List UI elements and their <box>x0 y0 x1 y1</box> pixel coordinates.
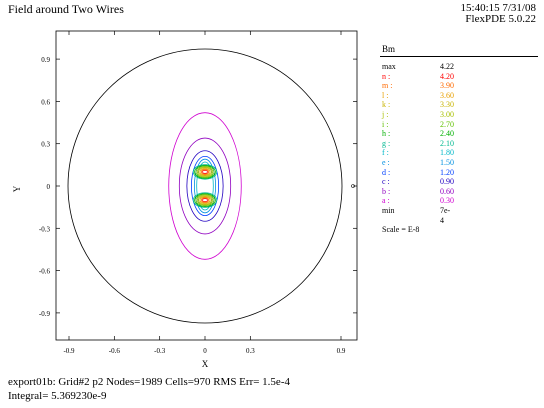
y-tick-label: 0.3 <box>41 141 50 149</box>
legend-value: 0.90 <box>440 177 454 187</box>
legend-value: 0.60 <box>440 186 454 196</box>
grid-stats: export01b: Grid#2 p2 Nodes=1989 Cells=97… <box>8 376 290 388</box>
legend-value: 1.80 <box>440 148 454 158</box>
x-tick-label: 0 <box>203 347 207 355</box>
plot-title: Field around Two Wires <box>8 2 124 16</box>
legend-min: min 7e-4 <box>382 206 450 225</box>
contour-ring <box>192 192 218 208</box>
contour-ring <box>196 194 214 206</box>
legend-value: 2.40 <box>440 129 454 139</box>
legend-level: g : 2.10 <box>382 138 454 149</box>
y-tick-label: 0 <box>47 183 51 191</box>
contour-ring <box>198 195 212 205</box>
contour-ring <box>200 169 210 175</box>
legend-value: 7e-4 <box>440 206 451 225</box>
y-tick-label: -0.9 <box>39 310 51 318</box>
legend-value: 3.00 <box>440 110 454 119</box>
legend-level: l : 3.60 <box>382 90 454 101</box>
legend-label: l : <box>382 90 389 100</box>
contour-line <box>194 158 216 214</box>
legend-value: 2.70 <box>440 119 454 129</box>
legend-level: d : 1.20 <box>382 167 454 178</box>
version-label: FlexPDE 5.0.22 <box>465 13 536 25</box>
legend-label: h : <box>382 129 391 139</box>
legend-label: b : <box>382 186 391 196</box>
y-tick-label: 0.6 <box>41 98 50 106</box>
contour-ring <box>202 169 208 174</box>
contour-ring <box>200 197 210 203</box>
x-tick-label: -0.6 <box>109 347 121 355</box>
boundary-circle <box>67 48 343 324</box>
legend-value: 4.22 <box>440 62 454 71</box>
timestamp: 15:40:15 7/31/08 <box>460 2 536 14</box>
contour-ring <box>199 196 211 204</box>
contour-ring <box>198 167 212 177</box>
legend-label: k : <box>382 100 391 110</box>
legend-label: d : <box>382 167 391 177</box>
contour-line <box>186 150 224 222</box>
legend-title: Bm <box>382 44 396 54</box>
x-axis-label: X <box>202 359 209 369</box>
legend-level: i : 2.70 <box>382 119 454 130</box>
legend-label: n : <box>382 71 391 81</box>
legend-value: 4.20 <box>440 71 454 81</box>
legend-level: m : 3.90 <box>382 81 454 91</box>
legend-value: 3.90 <box>440 81 454 91</box>
plot-frame <box>55 30 358 341</box>
contour-line <box>196 161 214 211</box>
x-tick-label: 0.3 <box>246 347 255 355</box>
legend-level: c : 0.90 <box>382 177 454 187</box>
scale-label: Scale = E-8 <box>382 225 420 234</box>
y-tick-label: -0.3 <box>39 225 51 233</box>
legend-divider <box>380 56 538 57</box>
contour-ring <box>195 194 215 207</box>
legend-level: j : 3.00 <box>382 110 454 120</box>
legend-level: k : 3.30 <box>382 100 454 110</box>
contour-ring <box>199 168 211 176</box>
contour-ring <box>194 193 216 207</box>
legend-value: 1.50 <box>440 158 454 167</box>
contour-line <box>190 155 219 217</box>
legend-level: n : 4.20 <box>382 71 454 82</box>
legend-value: 1.20 <box>440 167 454 177</box>
legend-level: a : 0.30 <box>382 196 454 206</box>
legend-label: j : <box>382 110 389 119</box>
legend-level: b : 0.60 <box>382 186 454 197</box>
legend-label: g : <box>382 138 391 148</box>
contour-line <box>178 137 232 235</box>
contour-line <box>168 112 242 260</box>
contour-ring <box>194 165 216 179</box>
legend-label: c : <box>382 177 390 187</box>
legend-value: 2.10 <box>440 138 454 148</box>
y-tick-label: -0.6 <box>39 268 51 276</box>
legend-value: 3.60 <box>440 90 454 100</box>
x-tick-label: -0.9 <box>63 347 75 355</box>
legend-label: min <box>382 206 395 215</box>
y-axis-label: Y <box>12 185 22 192</box>
y-tick-label: 0.9 <box>41 56 50 64</box>
x-tick-label: -0.3 <box>154 347 166 355</box>
legend-label: a : <box>382 196 390 206</box>
contour-ring <box>192 164 218 180</box>
legend-label: m : <box>382 81 393 91</box>
legend-label: i : <box>382 119 389 129</box>
contour-ring <box>202 198 208 203</box>
legend-label: e : <box>382 158 390 167</box>
contour-ring <box>196 166 214 178</box>
legend-level: e : 1.50 <box>382 158 454 168</box>
legend-max: max 4.22 <box>382 62 454 72</box>
boundary-marker <box>351 184 355 188</box>
legend-value: 0.30 <box>440 196 454 206</box>
contour-ring <box>195 165 215 178</box>
x-tick-label: 0.9 <box>337 347 346 355</box>
legend-level: f : 1.80 <box>382 148 454 158</box>
legend-level: h : 2.40 <box>382 129 454 139</box>
legend-label: f : <box>382 148 389 158</box>
integral-value: Integral= 5.369230e-9 <box>8 390 107 402</box>
legend-label: max <box>382 62 396 71</box>
legend-value: 3.30 <box>440 100 454 110</box>
